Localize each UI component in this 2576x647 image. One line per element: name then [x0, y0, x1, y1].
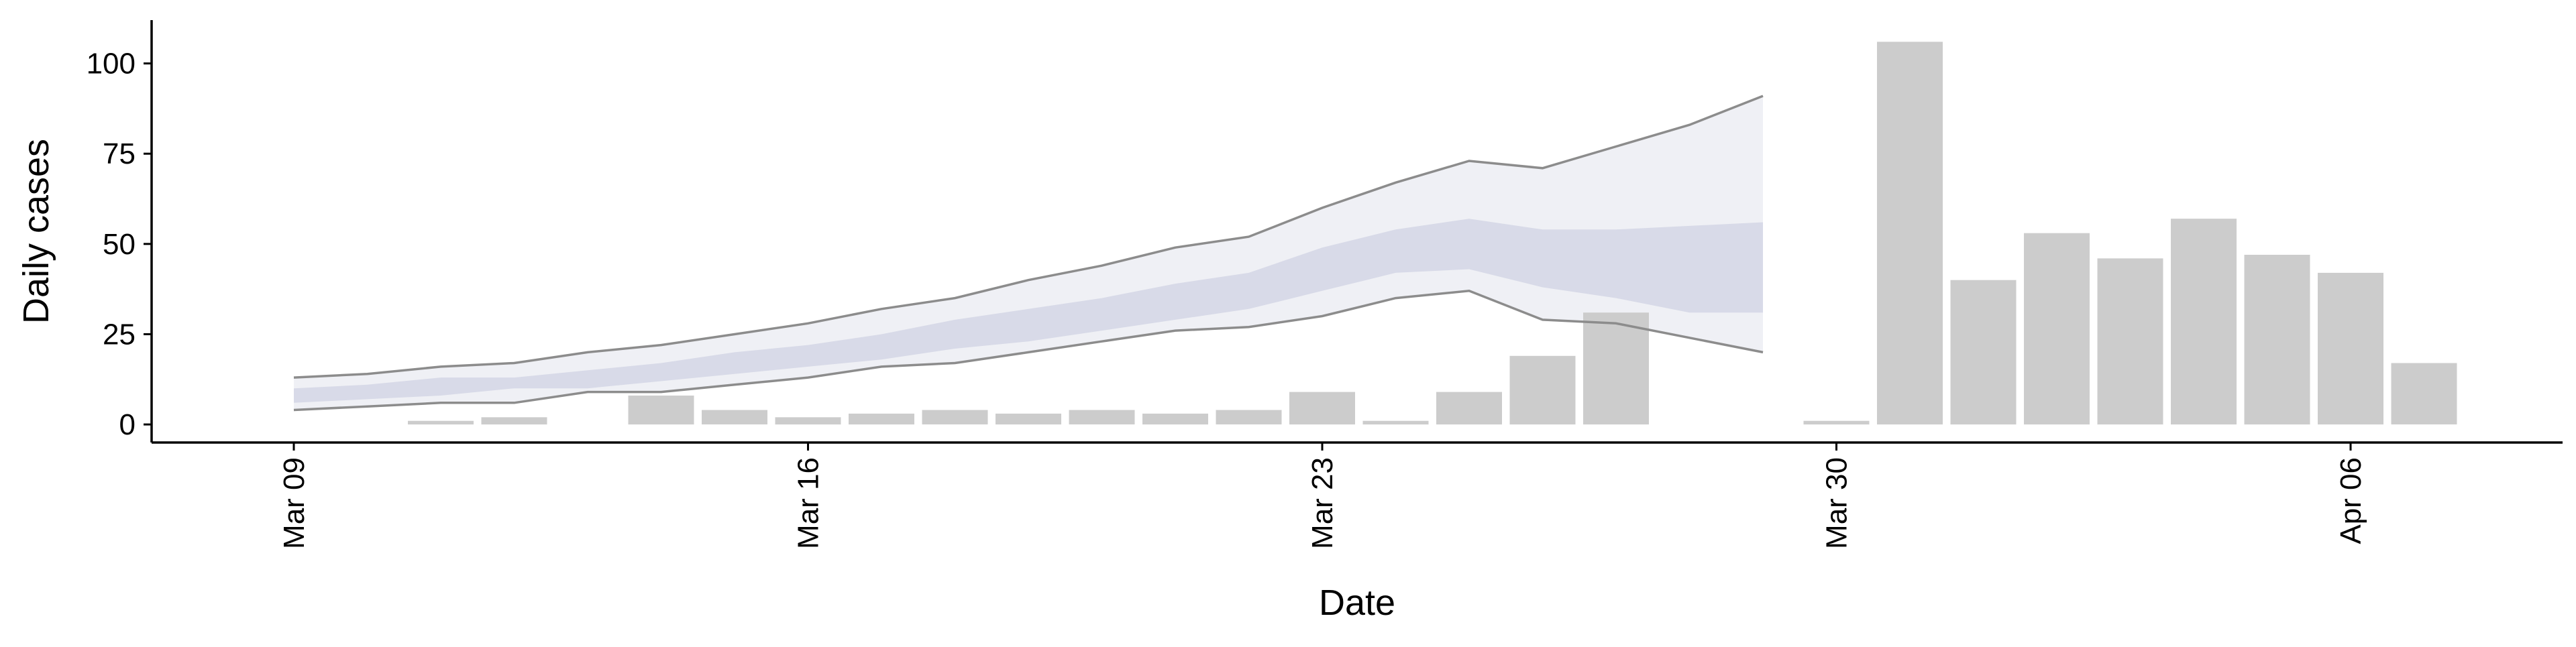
y-tick-label-100: 100 — [87, 48, 136, 80]
bar-2020-03-30 — [1803, 420, 1870, 425]
lower-interval-line — [293, 290, 1764, 412]
y-tick-label-25: 25 — [103, 318, 136, 351]
bar-2020-04-07 — [2391, 363, 2457, 424]
bar-2020-03-19 — [996, 413, 1061, 425]
y-tick-label-75: 75 — [103, 137, 136, 170]
y-tick-label-50: 50 — [103, 228, 136, 261]
bar-2020-04-05 — [2244, 255, 2310, 425]
bar-2020-03-23 — [1289, 392, 1355, 425]
bar-2020-03-15 — [702, 410, 767, 424]
daily-case-bars — [408, 42, 2457, 425]
bar-2020-03-31 — [1877, 42, 1943, 425]
x-tick-label-0: Mar 09 — [278, 457, 311, 549]
bar-2020-03-27 — [1583, 312, 1649, 425]
upper-interval-line — [293, 95, 1764, 379]
bar-2020-04-06 — [2318, 272, 2383, 425]
y-axis-title: Daily cases — [16, 139, 56, 324]
bar-2020-03-16 — [775, 417, 841, 425]
bar-2020-03-25 — [1436, 392, 1502, 425]
bar-2020-03-22 — [1216, 410, 1282, 424]
bar-2020-04-02 — [2024, 233, 2090, 425]
axes: 0 25 50 75 100 Mar 09 Mar 16 Mar 23 Mar 30 Apr 06 — [87, 20, 2563, 549]
x-tick-label-2: Mar 23 — [1306, 457, 1339, 549]
bar-2020-03-24 — [1362, 420, 1429, 425]
estimate-bands — [294, 96, 1763, 410]
y-tick-label-0: 0 — [119, 408, 136, 441]
bar-2020-04-04 — [2171, 219, 2237, 425]
inner-credible-band — [294, 219, 1763, 403]
bar-2020-03-21 — [1142, 413, 1208, 425]
bar-2020-04-03 — [2097, 258, 2163, 425]
bar-2020-03-14 — [628, 396, 694, 425]
estimate-interval-lines — [293, 95, 1764, 412]
bar-2020-03-26 — [1509, 355, 1576, 425]
bar-2020-03-11 — [408, 420, 474, 425]
x-tick-label-3: Mar 30 — [1821, 457, 1854, 549]
x-axis-title: Date — [1319, 583, 1395, 623]
bar-2020-03-18 — [922, 410, 988, 424]
x-tick-label-1: Mar 16 — [792, 457, 825, 549]
bar-2020-04-01 — [1950, 280, 2017, 425]
bar-2020-03-12 — [481, 417, 547, 425]
bar-2020-03-17 — [849, 413, 914, 425]
bar-2020-03-20 — [1069, 410, 1135, 424]
x-tick-label-4: Apr 06 — [2334, 457, 2367, 544]
